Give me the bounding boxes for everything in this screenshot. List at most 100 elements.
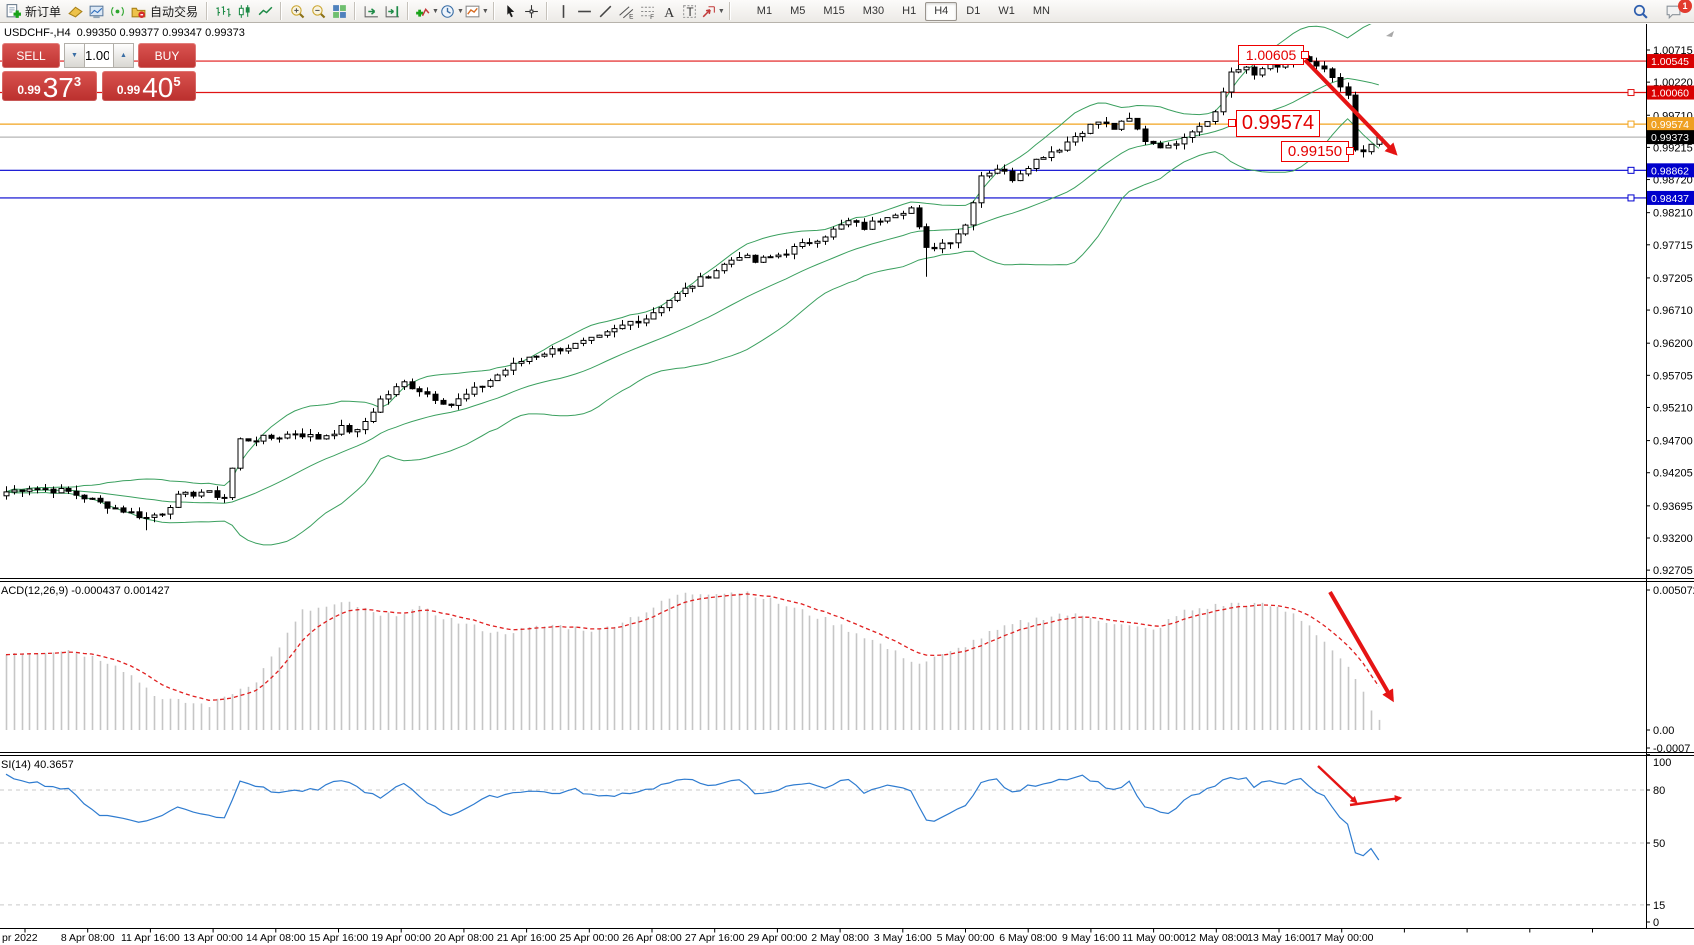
toolbar-right: 1 — [1630, 0, 1692, 22]
hline-handle[interactable] — [1627, 89, 1635, 97]
svg-text:15 Apr 16:00: 15 Apr 16:00 — [309, 932, 369, 944]
trend-arrow[interactable] — [1349, 795, 1403, 807]
buy-price-prefix: 0.99 — [116, 83, 141, 97]
svg-text:A: A — [664, 4, 674, 19]
trendline-button[interactable] — [595, 1, 616, 21]
crosshair-button[interactable] — [521, 1, 542, 21]
svg-text:F: F — [650, 13, 654, 19]
search-icon[interactable] — [1630, 2, 1651, 22]
svg-text:0.95705: 0.95705 — [1653, 370, 1693, 382]
buy-price-pip: 5 — [173, 74, 181, 89]
line-chart-button[interactable] — [255, 1, 276, 21]
notifications-icon[interactable]: 1 — [1663, 0, 1692, 22]
ohlc-values: 0.99350 0.99377 0.99347 0.99373 — [76, 27, 245, 39]
svg-text:50: 50 — [1653, 838, 1665, 850]
market-watch-icon — [67, 3, 84, 20]
svg-text:1.00060: 1.00060 — [1651, 88, 1689, 100]
hline-handle[interactable] — [1627, 166, 1635, 174]
object-marker — [1386, 31, 1394, 37]
autotrading-label[interactable]: 自动交易 — [150, 4, 199, 19]
new-order-label[interactable]: 新订单 — [25, 4, 62, 19]
timeframe-w1-button[interactable]: W1 — [998, 4, 1015, 17]
rsi-panel — [0, 773, 1646, 906]
timeframe-m30-button[interactable]: M30 — [862, 4, 885, 17]
autotrading-button[interactable] — [128, 1, 149, 21]
indicators-icon — [414, 3, 431, 20]
timeframe-d1-button[interactable]: D1 — [966, 4, 981, 17]
svg-text:0.97715: 0.97715 — [1653, 240, 1693, 252]
hline-icon — [576, 3, 593, 20]
indicators-button[interactable]: ▼ — [414, 1, 439, 21]
timeframe-m1-button[interactable]: M1 — [756, 4, 773, 17]
text-button[interactable]: A — [658, 1, 679, 21]
volume-decrease-button[interactable]: ▼ — [64, 43, 85, 68]
volume-input[interactable] — [85, 43, 113, 68]
svg-text:0.99574: 0.99574 — [1651, 119, 1689, 131]
crosshair-icon — [523, 3, 540, 20]
candlestick-icon — [236, 3, 253, 20]
annotation-mid-price[interactable]: 0.99574 — [1236, 110, 1320, 137]
candlestick-button[interactable] — [234, 1, 255, 21]
bar-chart-button[interactable] — [213, 1, 234, 21]
timeframe-h1-button[interactable]: H1 — [902, 4, 917, 17]
signals-icon — [109, 3, 126, 20]
buy-button[interactable]: BUY — [138, 43, 196, 68]
toolbar-separator — [406, 2, 412, 20]
periods-button[interactable]: ▼ — [439, 1, 464, 21]
timeframe-bar: M1 M5 M15 M30 H1 H4 D1 W1 MN — [748, 1, 1059, 21]
zoom-out-icon — [310, 3, 327, 20]
auto-scroll-button[interactable] — [361, 1, 382, 21]
arrows-button[interactable]: ▼ — [700, 1, 725, 21]
cursor-button[interactable] — [500, 1, 521, 21]
svg-text:100: 100 — [1653, 757, 1671, 769]
charts-button[interactable] — [86, 1, 107, 21]
volume-stepper: ▼ ▲ — [64, 43, 134, 68]
tile-windows-button[interactable] — [329, 1, 350, 21]
signals-button[interactable] — [107, 1, 128, 21]
templates-button[interactable]: ▼ — [464, 1, 489, 21]
buy-price-tile[interactable]: 0.99 40 5 — [101, 71, 196, 101]
svg-text:0.95210: 0.95210 — [1653, 402, 1693, 414]
svg-text:0.96710: 0.96710 — [1653, 305, 1693, 317]
trend-arrow[interactable] — [1328, 590, 1394, 703]
market-watch-button[interactable] — [65, 1, 86, 21]
channel-button[interactable]: E — [616, 1, 637, 21]
svg-text:11 May 00:00: 11 May 00:00 — [1122, 932, 1185, 944]
svg-text:80: 80 — [1653, 785, 1665, 797]
toolbar-separator — [205, 2, 211, 20]
notification-badge: 1 — [1678, 0, 1692, 13]
volume-increase-button[interactable]: ▲ — [113, 43, 134, 68]
sell-button[interactable]: SELL — [2, 43, 60, 68]
svg-text:13 May 16:00: 13 May 16:00 — [1247, 932, 1311, 944]
timeframe-m15-button[interactable]: M15 — [823, 4, 845, 17]
hline-handle[interactable] — [1627, 194, 1635, 202]
timeframe-mn-button[interactable]: MN — [1032, 4, 1050, 17]
text-label-button[interactable]: T — [679, 1, 700, 21]
chart-shift-button[interactable] — [382, 1, 403, 21]
hline-handle[interactable] — [1627, 120, 1635, 128]
sell-price-tile[interactable]: 0.99 37 3 — [2, 71, 97, 101]
svg-text:0.98720: 0.98720 — [1653, 175, 1693, 187]
channel-icon: E — [618, 3, 635, 20]
zoom-out-button[interactable] — [308, 1, 329, 21]
svg-text:6 May 08:00: 6 May 08:00 — [999, 932, 1057, 944]
sell-price-main: 37 — [42, 71, 74, 103]
new-order-button[interactable] — [3, 1, 24, 21]
trend-arrow[interactable] — [1317, 765, 1358, 804]
annotation-high-price[interactable]: 1.00605 — [1238, 45, 1304, 65]
chevron-down-icon: ▼ — [717, 7, 725, 15]
zoom-in-button[interactable] — [287, 1, 308, 21]
tile-windows-icon — [331, 3, 348, 20]
vline-button[interactable] — [553, 1, 574, 21]
annotation-handle — [1346, 147, 1354, 155]
timeframe-m5-button[interactable]: M5 — [790, 4, 806, 17]
hline-button[interactable] — [574, 1, 595, 21]
fibonacci-button[interactable]: F — [637, 1, 658, 21]
svg-text:14 Apr 08:00: 14 Apr 08:00 — [246, 932, 306, 944]
trend-arrow[interactable] — [1303, 58, 1398, 156]
macd-indicator-label: ACD(12,26,9) -0.000437 0.001427 — [1, 585, 170, 597]
annotation-low-price[interactable]: 0.99150 — [1281, 141, 1349, 162]
timeframe-h4-button[interactable]: H4 — [925, 1, 958, 21]
